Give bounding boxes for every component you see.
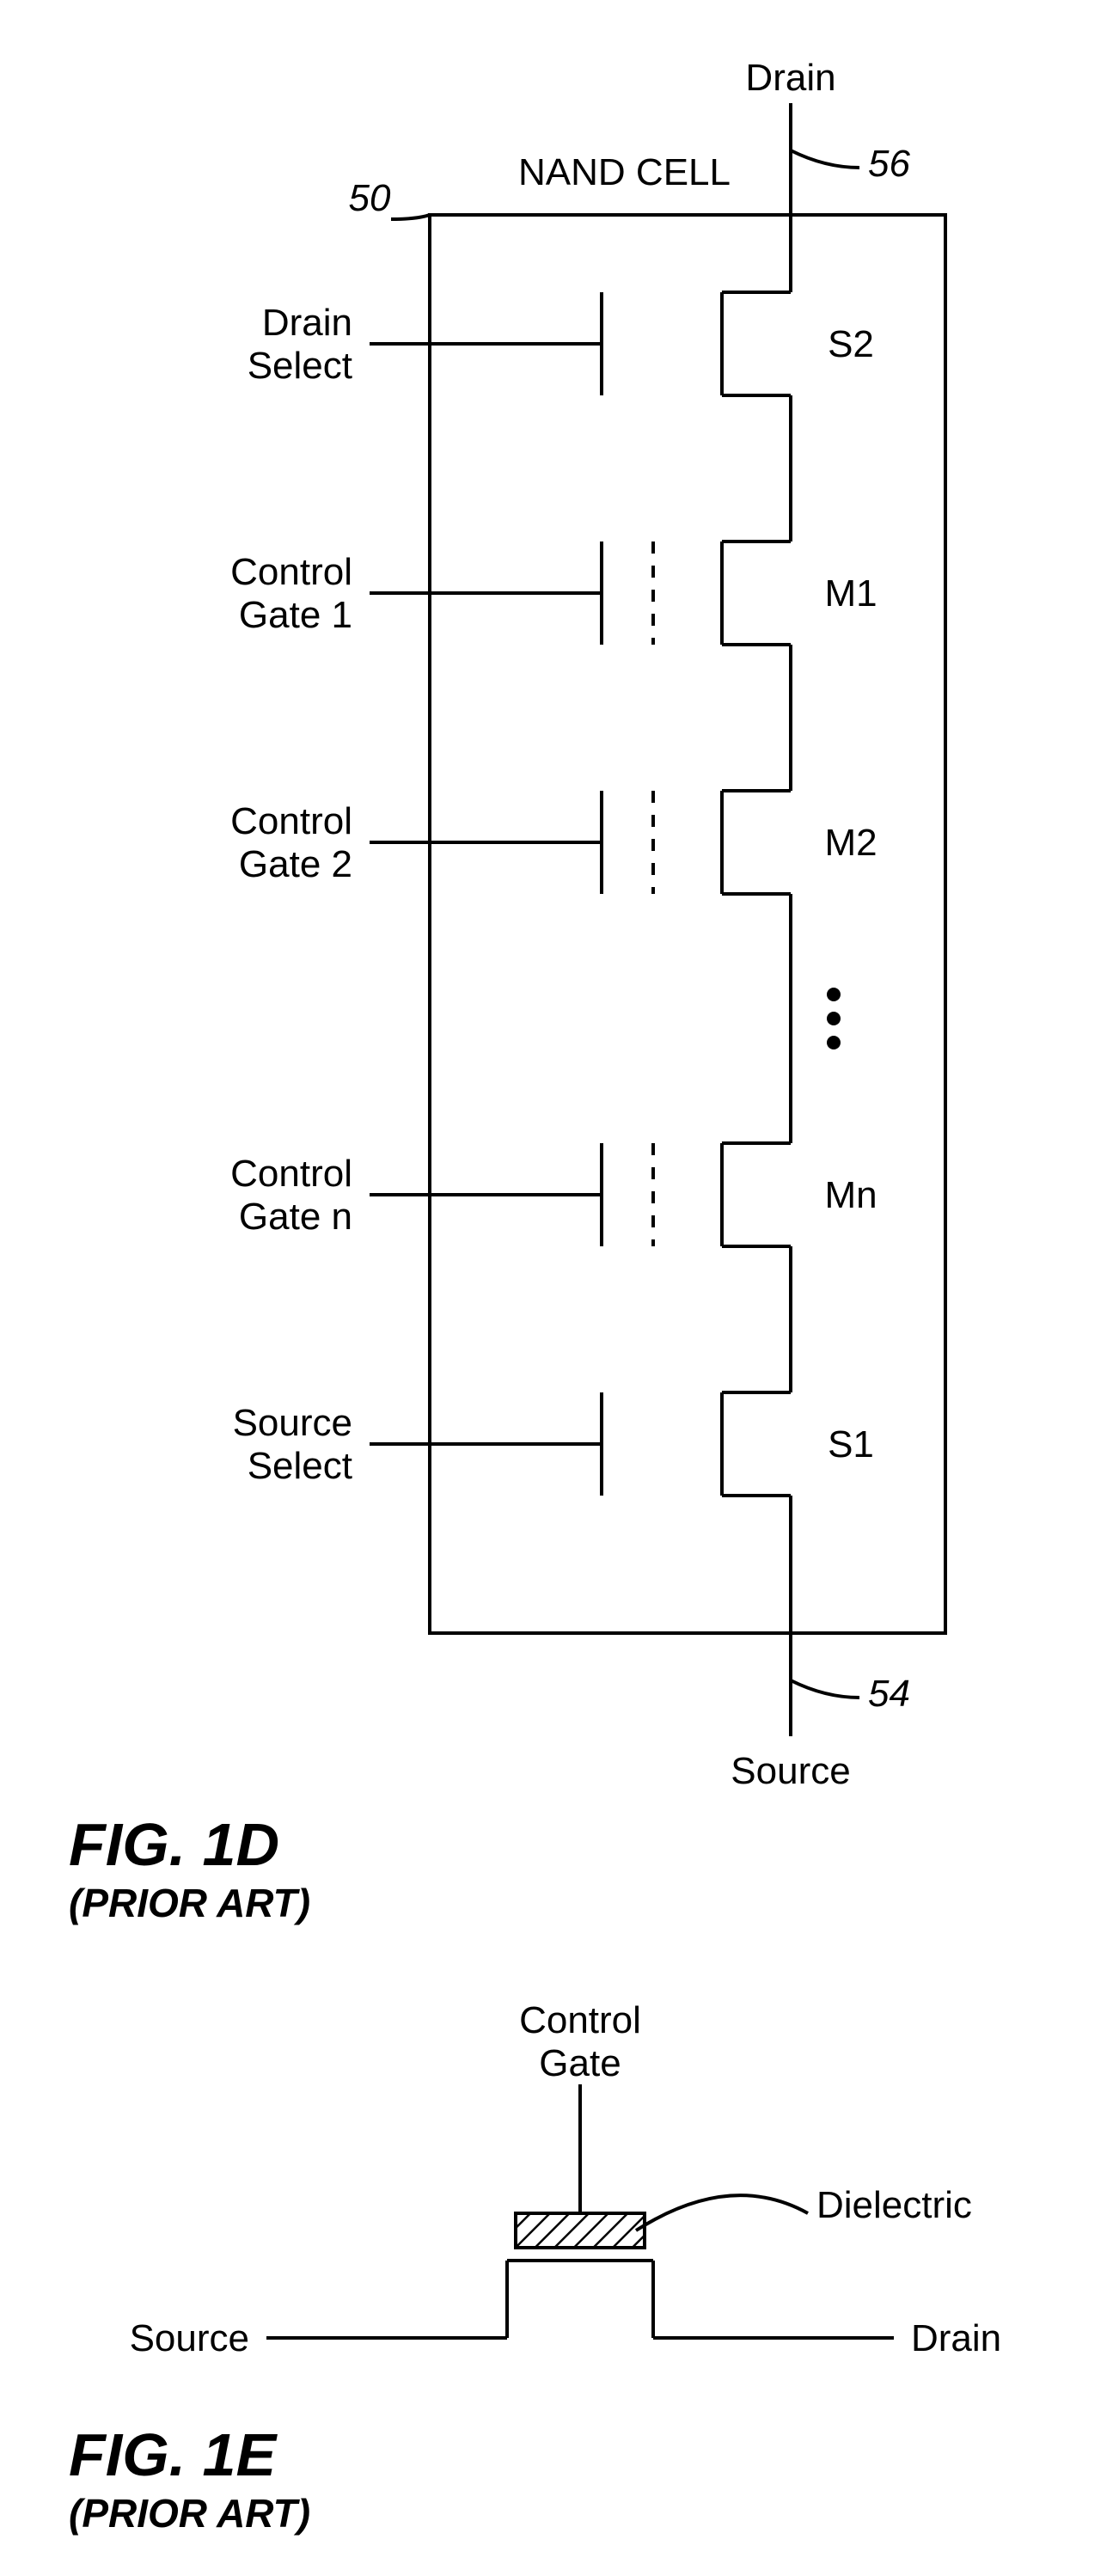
svg-text:SourceSelect: SourceSelect bbox=[233, 1402, 352, 1487]
leader-54 bbox=[791, 1680, 859, 1698]
svg-text:ControlGate: ControlGate bbox=[519, 1999, 641, 2084]
svg-text:M2: M2 bbox=[824, 822, 877, 864]
transistor-row: ControlGate 1 M1 bbox=[230, 542, 877, 645]
svg-text:Source: Source bbox=[130, 2317, 249, 2359]
fig-1e-subtitle: (PRIOR ART) bbox=[69, 2491, 310, 2536]
svg-text:S2: S2 bbox=[828, 323, 874, 365]
ellipsis-dot bbox=[827, 988, 841, 1001]
svg-text:S1: S1 bbox=[828, 1423, 874, 1465]
svg-text:M1: M1 bbox=[824, 572, 877, 615]
fig-1e: Source Drain Dielectric ControlGate FIG. 1E(… bbox=[69, 1999, 1001, 2536]
fig-1d: NAND CELL 50 Drain 56 Source 54 DrainSelect S2 C… bbox=[69, 57, 945, 1925]
fig-1e-title: FIG. 1E bbox=[69, 2421, 278, 2488]
transistor-row: SourceSelect S1 bbox=[233, 1392, 874, 1496]
transistor-row: ControlGate n Mn bbox=[230, 1143, 877, 1246]
svg-text:ControlGate n: ControlGate n bbox=[230, 1153, 352, 1238]
fig-1d-subtitle: (PRIOR ART) bbox=[69, 1881, 310, 1925]
svg-text:DrainSelect: DrainSelect bbox=[248, 302, 352, 387]
leader-50 bbox=[391, 215, 430, 219]
nand-cell-box bbox=[430, 215, 945, 1633]
leader-56 bbox=[791, 150, 859, 168]
transistor-row: DrainSelect S2 bbox=[248, 292, 874, 395]
svg-text:NAND CELL: NAND CELL bbox=[518, 151, 731, 193]
svg-text:56: 56 bbox=[868, 143, 910, 185]
leader-dielectric bbox=[636, 2195, 808, 2230]
svg-text:Drain: Drain bbox=[911, 2317, 1001, 2359]
ellipsis-dot bbox=[827, 1036, 841, 1049]
svg-text:50: 50 bbox=[349, 177, 391, 219]
svg-text:ControlGate 2: ControlGate 2 bbox=[230, 800, 352, 885]
transistor-row: ControlGate 2 M2 bbox=[230, 791, 877, 894]
svg-text:Drain: Drain bbox=[745, 57, 835, 99]
fig-1d-title: FIG. 1D bbox=[69, 1811, 279, 1878]
svg-text:Dielectric: Dielectric bbox=[816, 2184, 972, 2226]
svg-text:Mn: Mn bbox=[824, 1174, 877, 1216]
svg-text:ControlGate 1: ControlGate 1 bbox=[230, 551, 352, 636]
svg-text:Source: Source bbox=[731, 1750, 850, 1792]
ellipsis-dot bbox=[827, 1012, 841, 1025]
dielectric-box bbox=[516, 2213, 645, 2248]
svg-text:54: 54 bbox=[868, 1673, 910, 1715]
